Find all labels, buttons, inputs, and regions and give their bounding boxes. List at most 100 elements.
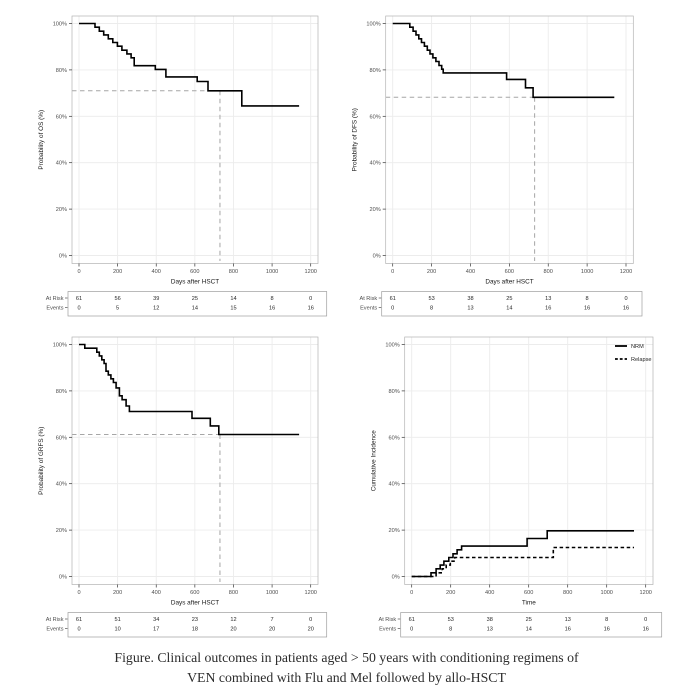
figure-grid: 0 200 400 600 800 1000 1200 Days after HSCT 0% 20… [0,3,693,638]
grfs-x-axis-title: Days after HSCT [171,600,219,607]
risk-value: 13 [467,306,473,312]
os-y-axis-title: Probability of OS (%) [38,110,45,170]
x-tick-label: 400 [485,590,494,596]
os-x-axis-title: Days after HSCT [171,279,219,286]
y-tick-label: 0% [392,575,400,581]
risk-value: 14 [526,627,532,633]
risk-value: 16 [308,306,314,312]
risk-row-label: Events [46,627,63,633]
risk-value: 8 [271,296,274,302]
x-tick-label: 800 [229,590,238,596]
x-tick-label: 0 [77,590,80,596]
risk-value: 0 [644,617,647,623]
risk-row-label: At Risk [46,617,64,623]
risk-value: 8 [605,617,608,623]
risk-value: 0 [624,296,627,302]
risk-row-label: At Risk [378,617,396,623]
y-tick-label: 100% [385,343,399,349]
risk-value: 51 [114,617,120,623]
y-tick-label: 20% [369,207,380,213]
dfs-curve [392,22,615,99]
y-tick-label: 80% [56,389,67,395]
risk-value: 25 [506,296,512,302]
risk-value: 61 [76,617,82,623]
y-tick-label: 80% [56,68,67,74]
risk-row-label: At Risk [46,296,64,302]
x-tick-label: 200 [113,269,122,275]
risk-row-label: At Risk [359,296,377,302]
risk-value: 14 [192,306,198,312]
risk-value: 0 [77,627,80,633]
y-tick-label: 60% [56,114,67,120]
y-tick-label: 80% [388,389,399,395]
risk-value: 20 [230,627,236,633]
os-panel: 0 200 400 600 800 1000 1200 Days after HSCT 0% 20… [0,3,346,318]
dfs-risk-table-box [381,291,643,317]
risk-value: 61 [390,296,396,302]
y-tick-label: 0% [373,254,381,260]
y-tick-label: 100% [53,22,67,28]
x-tick-label: 200 [427,269,436,275]
x-tick-label: 1000 [266,590,278,596]
risk-value: 61 [76,296,82,302]
risk-row-label: Events [360,306,377,312]
y-tick-label: 0% [59,254,67,260]
y-tick-label: 40% [56,482,67,488]
risk-value: 53 [428,296,434,302]
risk-value: 12 [153,306,159,312]
risk-value: 25 [526,617,532,623]
y-tick-label: 20% [388,528,399,534]
dfs-y-axis-title: Probability of DFS (%) [352,108,359,171]
risk-value: 14 [230,296,236,302]
risk-value: 0 [309,617,312,623]
x-tick-label: 0 [391,269,394,275]
y-tick-label: 80% [369,68,380,74]
caption-line-1: Figure. Clinical outcomes in patients ag… [114,650,579,665]
risk-value: 8 [586,296,589,302]
nrm-curve [411,530,634,578]
x-tick-label: 1000 [581,269,593,275]
risk-value: 38 [487,617,493,623]
risk-value: 39 [153,296,159,302]
x-tick-label: 800 [229,269,238,275]
y-tick-label: 40% [388,482,399,488]
risk-value: 8 [430,306,433,312]
x-tick-label: 1200 [639,590,651,596]
x-tick-label: 800 [563,590,572,596]
y-tick-label: 20% [56,528,67,534]
risk-value: 56 [114,296,120,302]
risk-value: 61 [409,617,415,623]
ci-x-axis-title: Time [522,600,536,607]
y-tick-label: 60% [388,435,399,441]
risk-value: 0 [309,296,312,302]
risk-value: 13 [487,627,493,633]
grfs-curve [79,343,300,436]
risk-value: 14 [506,306,512,312]
risk-value: 20 [269,627,275,633]
risk-value: 16 [565,627,571,633]
os-risk-table-box [67,291,328,317]
x-tick-label: 400 [152,590,161,596]
risk-value: 12 [230,617,236,623]
y-tick-label: 60% [56,435,67,441]
x-tick-label: 400 [152,269,161,275]
dfs-panel: 0 200 400 600 800 1000 1200 Days after HSCT 0% 20… [346,3,693,318]
y-tick-label: 20% [56,207,67,213]
risk-value: 17 [153,627,159,633]
risk-value: 16 [604,627,610,633]
risk-value: 16 [269,306,275,312]
risk-value: 0 [410,627,413,633]
risk-value: 0 [391,306,394,312]
x-tick-label: 800 [544,269,553,275]
risk-value: 53 [448,617,454,623]
y-tick-label: 40% [369,161,380,167]
risk-value: 16 [584,306,590,312]
os-curve [79,22,300,107]
y-tick-label: 0% [59,575,67,581]
risk-value: 7 [271,617,274,623]
ci-chart: 0 200 400 600 800 1000 1200Time0%20%40%60%80%1… [371,336,663,638]
legend-label-nrm: NRM [631,344,644,350]
grfs-risk-table-box [67,612,328,638]
